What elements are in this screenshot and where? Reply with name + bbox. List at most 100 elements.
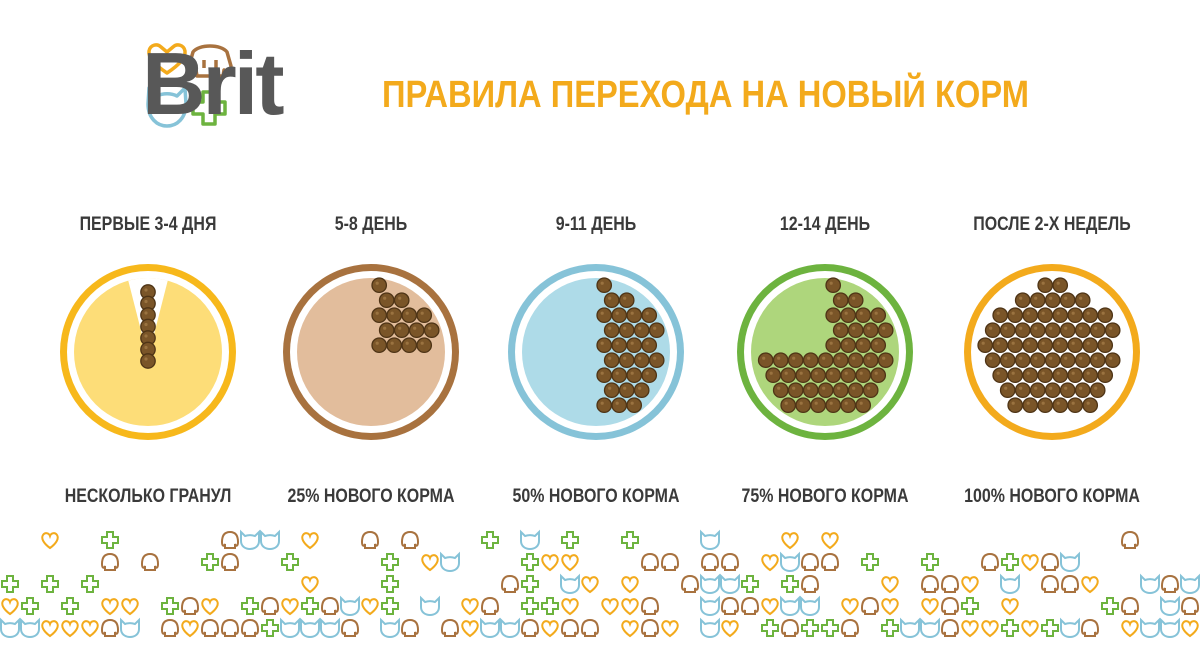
kibble-highlight — [807, 386, 811, 390]
kibble-highlight — [844, 311, 848, 315]
dog-icon — [340, 618, 360, 637]
kibble-highlight — [989, 356, 993, 360]
stage-dial — [508, 264, 684, 440]
cat-icon — [300, 617, 320, 639]
dog-icon — [920, 574, 940, 593]
cat-icon — [500, 617, 520, 639]
kibble-highlight — [600, 371, 604, 375]
kibble — [1059, 322, 1076, 339]
kibble-highlight — [144, 322, 148, 327]
cross-icon — [521, 575, 539, 593]
cat-icon — [20, 617, 40, 639]
kibble — [603, 292, 620, 309]
cross-icon — [381, 553, 399, 571]
kibble-highlight — [623, 296, 627, 300]
kibble — [1014, 322, 1031, 339]
kibble-highlight — [1019, 386, 1023, 390]
kibble — [1037, 277, 1054, 294]
kibble-highlight — [1094, 386, 1098, 390]
kibble — [877, 352, 894, 369]
dog-icon — [640, 618, 660, 637]
kibble — [1007, 307, 1024, 324]
kibble — [847, 352, 864, 369]
kibble-highlight — [1094, 356, 1098, 360]
cross-icon — [1, 575, 19, 593]
heart-icon — [41, 620, 59, 638]
kibble — [611, 397, 628, 414]
kibble — [1059, 382, 1076, 399]
stage-caption: 75% НОВОГО КОРМА — [741, 486, 909, 507]
kibble — [603, 382, 620, 399]
dog-icon — [860, 596, 880, 615]
heart-icon — [181, 620, 199, 638]
kibble — [1022, 367, 1039, 384]
dog-icon — [940, 618, 960, 637]
kibble-highlight — [1071, 371, 1075, 375]
dog-icon — [140, 552, 160, 571]
heart-icon — [761, 554, 779, 572]
kibble-highlight — [653, 326, 657, 330]
dog-icon — [1120, 530, 1140, 549]
cat-icon — [560, 573, 580, 595]
kibble-highlight — [1011, 341, 1015, 345]
kibble — [1074, 292, 1091, 309]
icon-pattern — [0, 529, 1200, 639]
kibble-highlight — [996, 311, 1000, 315]
cross-icon — [301, 597, 319, 615]
kibble — [1014, 352, 1031, 369]
kibble-highlight — [852, 296, 856, 300]
cat-icon — [1180, 573, 1200, 595]
kibble — [877, 322, 894, 339]
kibble — [1014, 292, 1031, 309]
kibble-highlight — [837, 356, 841, 360]
kibble — [596, 397, 613, 414]
heart-icon — [961, 620, 979, 638]
dog-icon — [800, 552, 820, 571]
kibble — [757, 352, 774, 369]
heart-icon — [761, 598, 779, 616]
kibble-highlight — [1109, 326, 1113, 330]
kibble-highlight — [1071, 311, 1075, 315]
cross-icon — [191, 90, 227, 126]
heart-icon — [1081, 576, 1099, 594]
kibble-highlight — [653, 356, 657, 360]
kibble — [416, 307, 433, 324]
kibble-highlight — [874, 371, 878, 375]
kibble-highlight — [822, 386, 826, 390]
cross-icon — [1001, 619, 1019, 637]
dog-icon — [180, 596, 200, 615]
dog-icon — [260, 596, 280, 615]
kibble — [408, 322, 425, 339]
kibble-highlight — [792, 386, 796, 390]
kibble-highlight — [1019, 356, 1023, 360]
kibble — [1082, 367, 1099, 384]
kibble-highlight — [645, 341, 649, 345]
cross-icon — [541, 597, 559, 615]
kibble-highlight — [784, 371, 788, 375]
cross-icon — [201, 553, 219, 571]
stage-dial — [964, 264, 1140, 440]
kibble-highlight — [837, 326, 841, 330]
cross-icon — [621, 531, 639, 549]
kibble — [1052, 307, 1069, 324]
heart-icon — [301, 532, 319, 550]
kibble-highlight — [1041, 281, 1045, 285]
heart-icon — [621, 576, 639, 594]
kibble — [626, 307, 643, 324]
kibble — [810, 397, 827, 414]
heart-icon — [921, 598, 939, 616]
heart-icon — [781, 532, 799, 550]
kibble-highlight — [844, 341, 848, 345]
kibble-highlight — [1049, 386, 1053, 390]
kibble — [1052, 397, 1069, 414]
kibble — [765, 367, 782, 384]
kibble — [1067, 337, 1084, 354]
kibble — [378, 292, 395, 309]
kibble — [1022, 397, 1039, 414]
kibble — [992, 307, 1009, 324]
cat-icon — [700, 617, 720, 639]
kibble — [386, 337, 403, 354]
heart-icon — [81, 620, 99, 638]
kibble-highlight — [600, 281, 604, 285]
cat-icon — [1140, 573, 1160, 595]
